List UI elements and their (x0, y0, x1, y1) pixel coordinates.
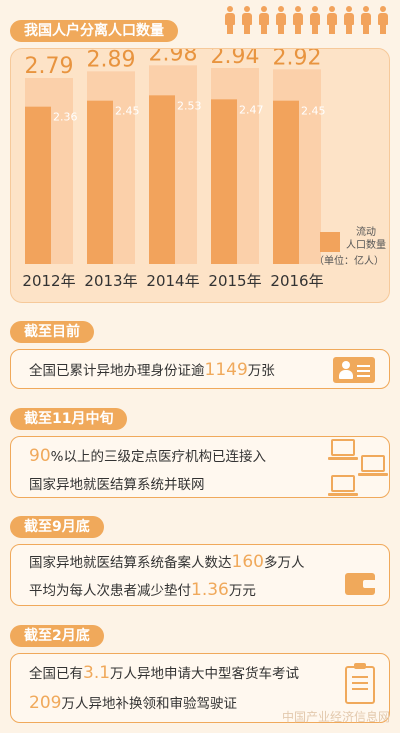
text-segment: 平均为每人次患者减少垫付 (29, 583, 191, 599)
value-label-floating: 2.47 (239, 103, 264, 116)
card-line: 90%以上的三级定点医疗机构已连接入 (29, 445, 266, 466)
bar-chart: 2.79 2.36 2012年 2.89 2.45 2013年 2.98 2.53 2014年 2… (22, 41, 386, 290)
highlight-number: 1.36 (191, 580, 229, 600)
category-label: 2012年 (22, 272, 75, 290)
category-label: 2015年 (208, 272, 261, 290)
value-label-floating: 2.45 (115, 105, 140, 118)
text-segment: 多万人 (263, 555, 305, 571)
text-segment: 全国已累计异地办理身份证逾 (29, 363, 205, 379)
value-label-floating: 2.53 (177, 99, 202, 112)
highlight-number: 1149 (204, 360, 248, 380)
person-icon (225, 6, 235, 34)
wallet-icon (345, 573, 375, 595)
section-heading: 截至2月底 (10, 625, 104, 647)
text-segment: 万张 (247, 363, 275, 379)
card-line: 国家异地就医结算系统备案人数达160多万人 (29, 551, 304, 572)
highlight-number: 160 (231, 552, 264, 572)
text-segment: 万人异地补换领和审验驾驶证 (61, 696, 237, 712)
section-heading: 截至11月中旬 (10, 408, 128, 430)
legend-label-line1: 流动 (356, 225, 376, 238)
category-label: 2014年 (146, 272, 199, 290)
card-line: 平均为每人次患者减少垫付1.36万元 (29, 579, 256, 600)
value-label-floating: 2.36 (53, 111, 78, 124)
person-icon (242, 6, 252, 34)
legend-unit: （单位：亿人） (314, 254, 384, 267)
value-label-total: 2.98 (149, 49, 198, 66)
card-line: 全国已有3.1万人异地申请大中型客货车考试 (29, 662, 299, 683)
bar-floating (25, 106, 51, 264)
id-card-icon (333, 357, 375, 383)
value-label-floating: 2.45 (301, 105, 326, 118)
section-heading: 截至目前 (10, 321, 94, 343)
info-card-settlement: 国家异地就医结算系统备案人数达160多万人 平均为每人次患者减少垫付1.36万元 (10, 544, 390, 606)
person-icon (276, 6, 286, 34)
person-icon (293, 6, 303, 34)
person-icon (361, 6, 371, 34)
highlight-number: 3.1 (83, 663, 111, 683)
text-segment: 万人异地申请大中型客货车考试 (110, 666, 300, 682)
legend-swatch (320, 232, 340, 252)
person-icon (259, 6, 269, 34)
info-card-id: 全国已累计异地办理身份证逾1149万张 (10, 349, 390, 389)
category-label: 2013年 (84, 272, 137, 290)
value-label-total: 2.89 (87, 49, 136, 72)
value-label-total: 2.79 (25, 54, 74, 79)
highlight-number: 90 (29, 446, 51, 466)
section-heading: 截至9月底 (10, 516, 104, 538)
chart-title: 我国人户分离人口数量 (10, 20, 178, 42)
card-line: 国家异地就医结算系统并联网 (29, 477, 205, 493)
clipboard-icon (345, 663, 375, 704)
person-icon (378, 6, 388, 34)
info-card-driving: 全国已有3.1万人异地申请大中型客货车考试 209万人异地补换领和审验驾驶证 (10, 653, 390, 723)
info-card-medical: 90%以上的三级定点医疗机构已连接入 国家异地就医结算系统并联网 (10, 436, 390, 498)
legend-label-line2: 人口数量 (346, 238, 386, 251)
value-label-total: 2.92 (273, 49, 322, 70)
watermark: 中国产业经济信息网 (281, 710, 390, 724)
card-line: 全国已累计异地办理身份证逾1149万张 (29, 359, 275, 380)
person-icon (327, 6, 337, 34)
category-label: 2016年 (270, 272, 323, 290)
bar-floating (87, 100, 113, 264)
text-segment: 万元 (228, 583, 256, 599)
people-icon-row (225, 6, 388, 34)
text-segment: 国家异地就医结算系统备案人数达 (29, 555, 232, 571)
highlight-number: 209 (29, 693, 62, 713)
text-segment: 全国已有 (29, 666, 83, 682)
chart-panel: 2.79 2.36 2012年 2.89 2.45 2013年 2.98 2.53 2014年 2… (10, 41, 390, 303)
text-segment: %以上的三级定点医疗机构已连接入 (50, 449, 266, 465)
bar-floating (273, 100, 299, 264)
bar-floating (149, 95, 175, 264)
value-label-total: 2.94 (211, 49, 260, 69)
bar-floating (211, 99, 237, 264)
card-line: 209万人异地补换领和审验驾驶证 (29, 692, 237, 713)
person-icon (310, 6, 320, 34)
person-icon (344, 6, 354, 34)
